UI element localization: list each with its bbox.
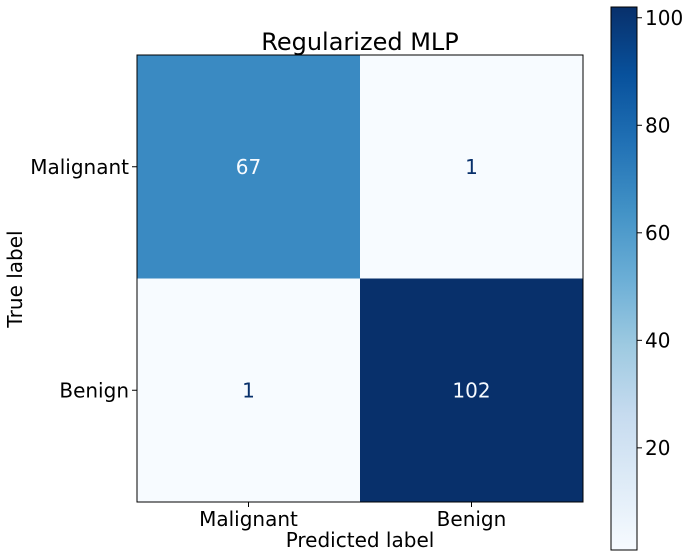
- y-axis-label: True label: [3, 230, 27, 328]
- heatmap-cells: 67 1 1 102: [137, 55, 583, 502]
- colorbar-tick-label: 60: [645, 221, 670, 245]
- heatmap-cell: [360, 55, 583, 279]
- colorbar-tick-label: 100: [645, 6, 683, 30]
- cell-value-label: 1: [465, 155, 478, 179]
- colorbar-tick-label: 40: [645, 328, 670, 352]
- y-tick-label: Benign: [59, 378, 129, 402]
- heatmap-cell: [360, 278, 583, 502]
- y-tick-label: Malignant: [30, 155, 129, 179]
- heatmap-cell: [137, 55, 360, 279]
- x-tick-label: Malignant: [199, 507, 298, 531]
- plot-frame: [136, 54, 584, 503]
- cell-value-label: 1: [242, 378, 255, 402]
- x-axis-label: Predicted label: [286, 528, 435, 552]
- y-axis-ticks: Malignant Benign: [30, 155, 137, 402]
- chart-title: Regularized MLP: [261, 28, 459, 56]
- colorbar-tick-label: 20: [645, 436, 670, 460]
- colorbar: [610, 6, 638, 551]
- x-axis-ticks: Malignant Benign: [199, 502, 506, 531]
- cell-value-label: 67: [236, 155, 261, 179]
- colorbar-tick-label: 80: [645, 113, 670, 137]
- x-tick-label: Benign: [437, 507, 507, 531]
- cell-value-label: 102: [452, 378, 490, 402]
- heatmap-cell: [137, 278, 360, 502]
- colorbar-ticks: 20 40 60 80 100: [637, 6, 683, 460]
